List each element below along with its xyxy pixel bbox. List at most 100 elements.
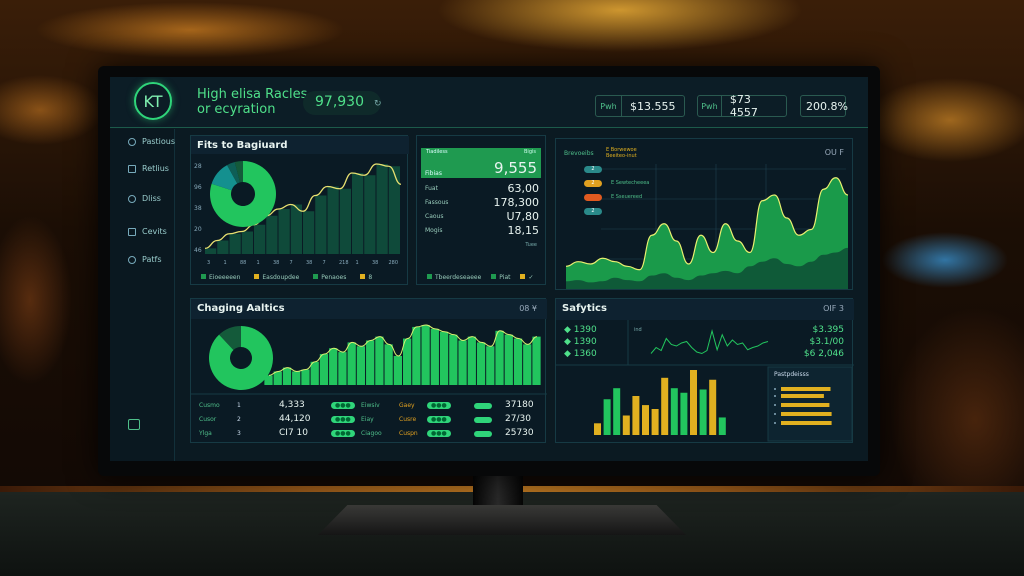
panel-controls[interactable]: 08 ¥ [519, 304, 537, 313]
table-row[interactable]: Caous U7,80 [425, 210, 539, 223]
chart-legend: Tbeerdeseaeee Piat ✓ [427, 274, 534, 281]
row-name: Ylga [199, 430, 212, 437]
legend-item: Piat [491, 274, 510, 281]
sidebar-item-label: Patfs [142, 255, 162, 264]
bar [661, 377, 669, 435]
sidebar-item-5[interactable]: Patfs [128, 255, 162, 264]
status-chip[interactable]: ●●● [331, 402, 355, 409]
title-line-2: or ecyration [197, 102, 276, 117]
front-line [565, 177, 849, 271]
x-tick-label: 280 [389, 260, 399, 266]
status-chip[interactable]: ●●● [427, 416, 451, 423]
bar [273, 371, 282, 385]
table-row[interactable]: Cusmo 1 4,333 ●●● Eiwsiv Gaey ●●● 37180 [199, 400, 537, 412]
tag-label: E Sewtecheeea [611, 180, 650, 186]
donut-slice [234, 161, 243, 183]
area-chart-panel: Brevoeibs E Borwewoe Beeiteo-inut OU F 2… [555, 138, 853, 290]
area-bar [327, 186, 339, 254]
legend-item: ✓ [520, 274, 533, 281]
highlight-row[interactable]: Fibias 9,555 [421, 148, 541, 178]
bar [439, 331, 449, 385]
series-tag[interactable]: 2 [584, 180, 602, 187]
progress-bullet [774, 413, 776, 415]
trend-panel: 28 96 38 20 46 3 1 88 1 38 7 38 7 218 1 38 280 Fits to B… [190, 135, 409, 285]
row-label: Fuat [425, 185, 438, 192]
table-row[interactable]: Mogis 18,15 [425, 224, 539, 237]
sidebar-item-2[interactable]: Retlius [128, 164, 169, 173]
panel-header-bg [191, 299, 547, 319]
status-chip[interactable]: ●●● [331, 416, 355, 423]
series-tag[interactable]: 2 [584, 208, 602, 215]
bar [622, 415, 630, 435]
header: KT High elisa Racles or ecyration 97,930 ↻… [110, 77, 868, 128]
row-category: Eiwsiv [361, 402, 380, 409]
row-value: 63,00 [507, 182, 540, 195]
bar [467, 336, 476, 385]
kpi-box-3[interactable]: 200.8% [800, 95, 848, 117]
panel-header-bg [556, 299, 854, 320]
y-tick-label: 28 [194, 163, 202, 170]
x-tick-label: 38 [273, 260, 279, 266]
bar [356, 346, 366, 385]
shield-icon [128, 255, 136, 264]
kpi-value: 200.8% [806, 99, 848, 113]
bar [421, 325, 430, 385]
area-bar [266, 215, 278, 254]
bar-outline-line [268, 324, 538, 376]
area-bar [376, 164, 388, 254]
export-button[interactable] [128, 419, 140, 430]
kpi-box-1[interactable]: Pwh $13.555 [595, 95, 685, 117]
series-tag[interactable] [584, 194, 602, 201]
monitor-stand-neck [473, 470, 523, 510]
row-value: 44,120 [279, 414, 311, 424]
legend-item: 8 [360, 274, 372, 281]
y-tick-label: 46 [194, 247, 202, 254]
kpi-box-2[interactable]: Pwh $73 4557 [697, 93, 787, 119]
progress-bar [781, 412, 832, 416]
bar [301, 369, 310, 385]
donut-slice [211, 165, 238, 191]
progress-bullet [774, 422, 776, 424]
sidebar-item-4[interactable]: Cevits [128, 227, 167, 236]
progress-bar [781, 403, 830, 407]
right-value: $3.1/00 [809, 337, 844, 347]
balance-pill[interactable]: 97,930 ↻ [303, 91, 382, 115]
table-row[interactable]: Cusor 2 44,120 ●●● Eiay Cusre ●●● 27/30 [199, 414, 537, 426]
row-total: 27/30 [505, 414, 531, 424]
donut-slice [219, 326, 241, 350]
sidebar-item-label: Retlius [142, 164, 169, 173]
area-bar [388, 166, 400, 254]
progress-bar [781, 421, 832, 425]
area-bar [254, 224, 266, 254]
table-row[interactable]: Ylga 3 CI7 10 ●●● Ciagoo Cuspn ●●● 25730 [199, 428, 537, 440]
area-bar [205, 248, 217, 254]
panel-title: Fits to Bagiuard [197, 140, 288, 151]
sidebar-item-1[interactable]: Pastious [128, 137, 175, 146]
table-row[interactable]: Fassous 178,300 [425, 196, 539, 209]
status-chip[interactable]: ●●● [427, 430, 451, 437]
app-title: High elisa Racles or ecyration [197, 87, 307, 117]
sidebar-item-label: Pastious [142, 137, 176, 146]
bar [375, 336, 384, 385]
chart-controls[interactable]: OU F [824, 148, 844, 157]
donut-slice [209, 326, 273, 390]
panel-controls[interactable]: OIF 3 [823, 304, 844, 313]
row-value: 18,15 [507, 224, 540, 237]
refresh-icon[interactable]: ↻ [374, 99, 382, 109]
x-tick-label: 218 [339, 260, 349, 266]
row-tag: Cuspn [399, 430, 418, 437]
x-tick-label: 38 [372, 260, 378, 266]
kpi-label: Pwh [596, 96, 622, 116]
value-text: 1390 [573, 337, 597, 347]
table-row[interactable]: Fuat 63,00 [425, 182, 539, 195]
donut-slice [227, 162, 241, 184]
area-bar [352, 173, 364, 254]
status-chip[interactable]: ●●● [427, 402, 451, 409]
sidebar-item-3[interactable]: Dliss [128, 194, 161, 203]
series-tag[interactable]: 2 [584, 166, 602, 173]
x-tick-label: 3 [207, 260, 210, 266]
row-label: Fibias [425, 170, 442, 177]
status-chip[interactable]: ●●● [331, 430, 355, 437]
bar [594, 423, 601, 435]
x-tick-label: 88 [240, 260, 246, 266]
